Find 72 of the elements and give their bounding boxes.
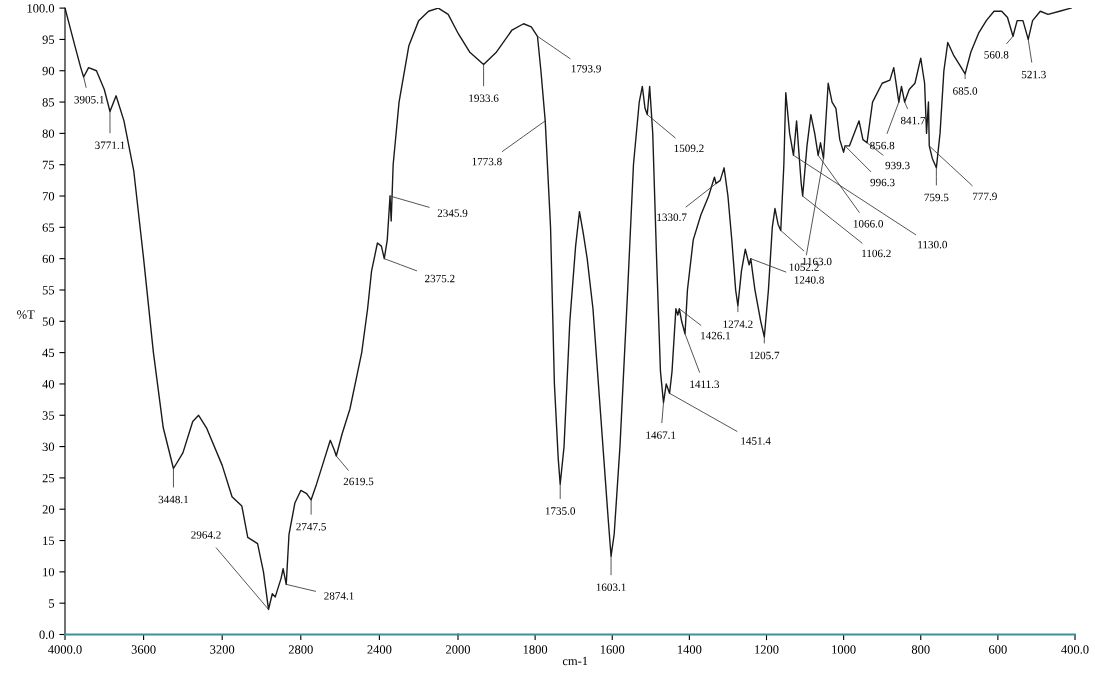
x-tick-label: 4000.0 [48, 645, 82, 654]
annotation: 856.8 [870, 141, 895, 150]
annotation: 1467.1 [646, 431, 676, 439]
x-tick-label: 2400 [367, 645, 392, 654]
annotation: 1411.3 [690, 380, 720, 389]
x-tick-label: 3200 [210, 645, 235, 654]
annotation: 1933.6 [469, 94, 499, 103]
x-tick-label: 1000 [832, 645, 856, 654]
annotation: 1735.0 [545, 507, 576, 515]
x-tick-label: 2800 [288, 645, 313, 654]
x-tick-label: 2000 [446, 645, 471, 654]
y-tick-label: 65 [42, 223, 55, 232]
annotation: 1451.4 [741, 437, 771, 445]
x-tick-label: 800 [911, 645, 930, 654]
y-tick-label: 70 [42, 192, 55, 201]
annotation: 1274.2 [723, 320, 753, 328]
annotation: 1426.1 [701, 331, 731, 340]
y-tick-label: 5 [49, 599, 55, 608]
y-tick-label: 35 [42, 411, 55, 420]
annotation: 2375.2 [425, 274, 455, 283]
y-tick-label: 90 [42, 66, 55, 76]
x-tick-label: 1400 [677, 645, 702, 654]
annotation: 521.3 [1021, 70, 1046, 79]
y-tick-label: 0.0 [39, 630, 55, 640]
annotation: 777.9 [973, 192, 997, 201]
annotation: 2619.5 [343, 477, 374, 486]
y-tick-label: 95 [42, 35, 55, 44]
annotation: 2964.2 [191, 531, 221, 539]
annotation: 1130.0 [918, 240, 948, 249]
annotation: 1330.7 [657, 213, 687, 222]
y-tick-label: 20 [42, 505, 55, 514]
y-tick-label: 80 [42, 129, 55, 138]
annotation: 2747.5 [296, 522, 326, 531]
annotation: 996.3 [870, 178, 895, 187]
x-tick-label: 600 [989, 645, 1007, 654]
annotation: 3771.1 [95, 141, 125, 150]
annotation: 1509.2 [674, 144, 704, 153]
y-tick-label: 15 [43, 536, 55, 545]
annotation: 3905.1 [74, 95, 104, 104]
y-axis-title: %T [17, 310, 35, 319]
annotation: 685.0 [953, 87, 978, 95]
y-tick-label: 60 [42, 254, 55, 264]
annotation: 841.7 [900, 116, 926, 125]
annotation: 939.3 [885, 161, 910, 170]
x-tick-label: 1600 [600, 645, 625, 654]
annotation: 759.5 [924, 193, 949, 202]
annotation: 560.8 [984, 51, 1009, 59]
annotation: 1106.2 [862, 249, 891, 258]
annotation: 3448.1 [158, 495, 189, 504]
y-tick-label: 100.0 [27, 4, 55, 13]
annotation: 1205.7 [750, 351, 780, 360]
y-tick-label: 75 [42, 160, 55, 170]
y-tick-label: 40 [42, 379, 55, 389]
x-tick-label: 1200 [755, 645, 779, 654]
y-tick-label: 25 [42, 473, 55, 483]
x-tick-label: 1800 [523, 645, 548, 654]
annotation: 1066.0 [853, 220, 884, 228]
annotation: 1240.8 [794, 276, 824, 284]
x-axis-title: cm-1 [562, 656, 588, 666]
y-tick-label: 50 [42, 317, 55, 326]
x-tick-label: 3600 [131, 645, 156, 654]
y-tick-label: 45 [42, 348, 55, 358]
annotation: 1793.9 [571, 64, 601, 73]
annotation: 1603.1 [596, 583, 626, 591]
y-tick-label: 10 [43, 567, 55, 577]
y-tick-label: 55 [42, 286, 55, 295]
annotation: 1773.8 [472, 157, 502, 166]
annotation: 2874.1 [324, 592, 354, 600]
x-tick-label: 400.0 [1061, 645, 1089, 654]
y-tick-label: 30 [42, 442, 55, 452]
y-tick-label: 85 [42, 98, 55, 107]
annotation: 2345.9 [437, 209, 468, 217]
